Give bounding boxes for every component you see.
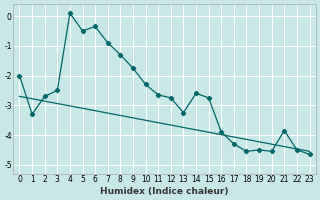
X-axis label: Humidex (Indice chaleur): Humidex (Indice chaleur) [100,187,229,196]
